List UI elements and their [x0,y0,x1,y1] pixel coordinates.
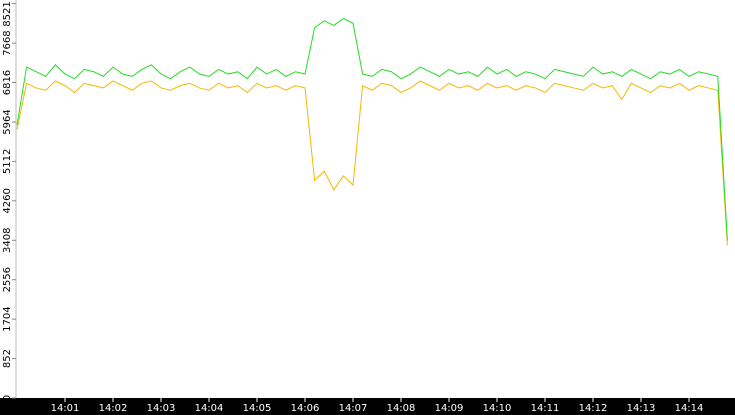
y-tick-label: 5112 [2,149,13,174]
y-tick-label: 0 [2,395,13,401]
x-tick-label: 14:03 [147,403,176,414]
y-tick-label: 4260 [2,188,13,213]
y-tick-label: 5964 [2,109,13,134]
x-tick-label: 14:06 [291,403,320,414]
series-line [16,80,728,246]
x-tick-label: 14:12 [579,403,608,414]
x-tick-label: 14:08 [387,403,416,414]
x-tick-label: 14:09 [435,403,464,414]
series-line [16,17,728,241]
y-tick-label: 8521 [2,1,13,26]
y-tick-label: 852 [2,349,13,368]
x-tick-label: 14:02 [99,403,128,414]
y-tick-label: 3408 [2,228,13,253]
x-tick-label: 14:01 [51,403,80,414]
x-tick-label: 14:11 [531,403,560,414]
x-axis-band [0,398,735,415]
x-tick-label: 14:07 [339,403,368,414]
y-tick-label: 7668 [2,30,13,55]
y-tick-label: 2556 [2,267,13,292]
x-tick-label: 14:10 [483,403,512,414]
x-tick-label: 14:13 [627,403,656,414]
x-tick-label: 14:14 [675,403,704,414]
y-tick-label: 6816 [2,70,13,95]
x-tick-label: 14:04 [195,403,224,414]
x-tick-label: 14:05 [243,403,272,414]
y-tick-label: 1704 [2,306,13,331]
